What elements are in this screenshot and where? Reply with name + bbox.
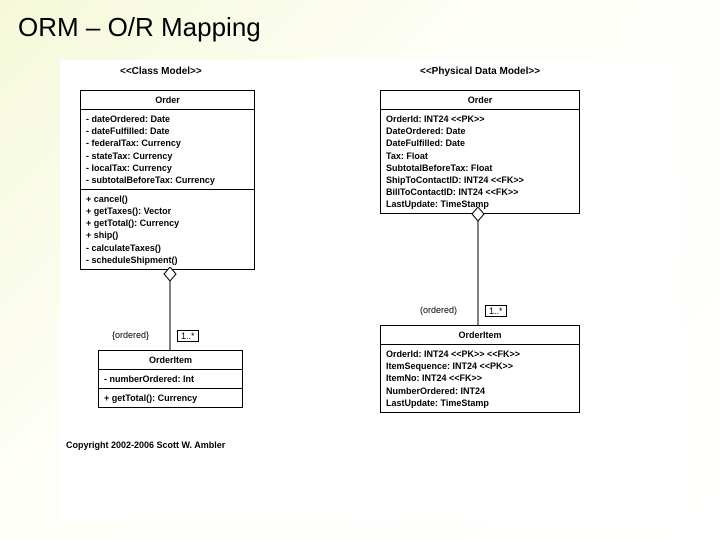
col-row: Tax: Float — [386, 150, 574, 162]
diagram-canvas: <<Class Model>> <<Physical Data Model>> … — [60, 60, 680, 520]
left-multiplicity: 1..* — [177, 330, 199, 342]
col-row: ShipToContactID: INT24 <<FK>> — [386, 174, 574, 186]
attr-row: - dateOrdered: Date — [86, 113, 249, 125]
attr-row: - stateTax: Currency — [86, 150, 249, 162]
col-row: LastUpdate: TimeStamp — [386, 198, 574, 210]
uml-class-orderitem-header: OrderItem — [99, 351, 242, 370]
class-model-label: <<Class Model>> — [120, 66, 202, 77]
physical-model-label: <<Physical Data Model>> — [420, 66, 540, 77]
op-row: + getTotal(): Currency — [86, 217, 249, 229]
left-ordered-label: {ordered} — [112, 330, 149, 340]
uml-data-order-header: Order — [381, 91, 579, 110]
attr-row: - dateFulfilled: Date — [86, 125, 249, 137]
uml-class-orderitem-operations: + getTotal(): Currency — [99, 389, 242, 407]
col-row: ItemSequence: INT24 <<PK>> — [386, 360, 574, 372]
attr-row: - localTax: Currency — [86, 162, 249, 174]
attr-row: - numberOrdered: Int — [104, 373, 237, 385]
uml-class-order-header: Order — [81, 91, 254, 110]
op-row: + cancel() — [86, 193, 249, 205]
uml-data-order: Order OrderId: INT24 <<PK>> DateOrdered:… — [380, 90, 580, 214]
uml-class-orderitem-attributes: - numberOrdered: Int — [99, 370, 242, 389]
attr-row: - subtotalBeforeTax: Currency — [86, 174, 249, 186]
copyright-text: Copyright 2002-2006 Scott W. Ambler — [66, 440, 225, 450]
col-row: BillToContactID: INT24 <<FK>> — [386, 186, 574, 198]
uml-data-orderitem-columns: OrderId: INT24 <<PK>> <<FK>> ItemSequenc… — [381, 345, 579, 412]
col-row: ItemNo: INT24 <<FK>> — [386, 372, 574, 384]
op-row: + ship() — [86, 229, 249, 241]
op-row: + getTotal(): Currency — [104, 392, 237, 404]
right-ordered-label: (ordered) — [420, 305, 457, 315]
slide-title: ORM – O/R Mapping — [18, 12, 261, 43]
uml-data-orderitem-header: OrderItem — [381, 326, 579, 345]
uml-class-orderitem: OrderItem - numberOrdered: Int + getTota… — [98, 350, 243, 408]
uml-data-order-columns: OrderId: INT24 <<PK>> DateOrdered: Date … — [381, 110, 579, 213]
right-multiplicity: 1..* — [485, 305, 507, 317]
col-row: SubtotalBeforeTax: Float — [386, 162, 574, 174]
col-row: OrderId: INT24 <<PK>> — [386, 113, 574, 125]
uml-class-order-operations: + cancel() + getTaxes(): Vector + getTot… — [81, 190, 254, 269]
uml-class-order: Order - dateOrdered: Date - dateFulfille… — [80, 90, 255, 270]
op-row: - calculateTaxes() — [86, 242, 249, 254]
op-row: + getTaxes(): Vector — [86, 205, 249, 217]
col-row: OrderId: INT24 <<PK>> <<FK>> — [386, 348, 574, 360]
attr-row: - federalTax: Currency — [86, 137, 249, 149]
col-row: DateOrdered: Date — [386, 125, 574, 137]
col-row: LastUpdate: TimeStamp — [386, 397, 574, 409]
uml-data-orderitem: OrderItem OrderId: INT24 <<PK>> <<FK>> I… — [380, 325, 580, 413]
col-row: DateFulfilled: Date — [386, 137, 574, 149]
uml-class-order-attributes: - dateOrdered: Date - dateFulfilled: Dat… — [81, 110, 254, 190]
col-row: NumberOrdered: INT24 — [386, 385, 574, 397]
op-row: - scheduleShipment() — [86, 254, 249, 266]
